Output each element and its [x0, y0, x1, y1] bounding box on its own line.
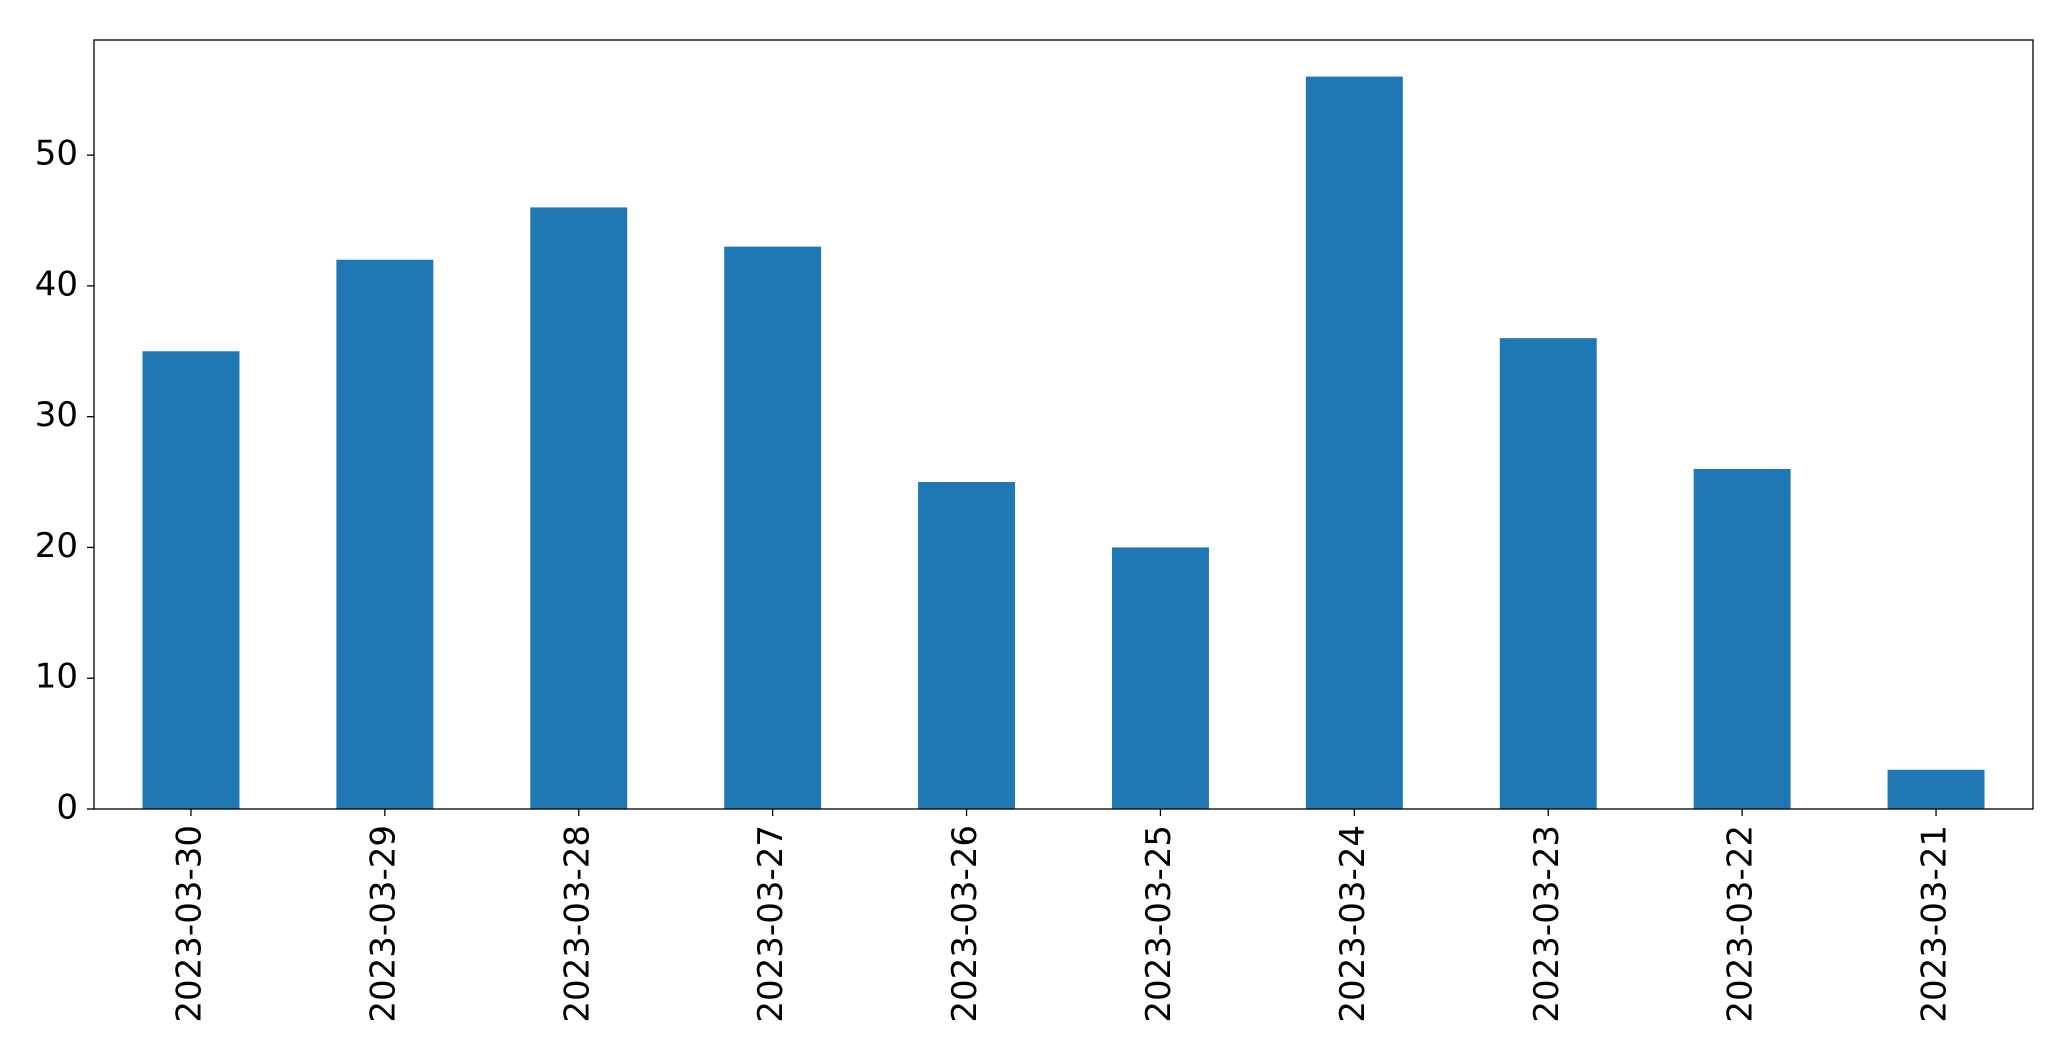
bar — [1305, 76, 1403, 810]
bar — [1887, 769, 1985, 809]
bar — [530, 207, 628, 809]
x-tick-label: 2023-03-25 — [1139, 825, 1179, 1023]
bar — [336, 259, 434, 809]
x-tick-label: 2023-03-23 — [1527, 825, 1567, 1023]
x-tick-label: 2023-03-22 — [1721, 825, 1761, 1023]
bar — [724, 246, 822, 809]
y-tick-label: 30 — [35, 395, 78, 435]
plot-frame — [93, 39, 2034, 810]
bar — [1693, 468, 1791, 809]
y-tick-label: 0 — [56, 788, 78, 828]
bar — [918, 482, 1016, 809]
x-tick-label: 2023-03-21 — [1915, 825, 1955, 1023]
y-tick-label: 20 — [35, 526, 78, 566]
x-tick-label: 2023-03-29 — [363, 825, 403, 1023]
y-tick-label: 40 — [35, 264, 78, 304]
x-tick-label: 2023-03-26 — [945, 825, 985, 1023]
x-tick-label: 2023-03-30 — [169, 825, 209, 1023]
x-tick-label: 2023-03-27 — [751, 825, 791, 1023]
x-tick-label: 2023-03-24 — [1333, 825, 1373, 1023]
bar — [1111, 547, 1209, 809]
y-tick-label: 50 — [35, 134, 78, 174]
bar — [142, 351, 240, 809]
y-tick-label: 10 — [35, 657, 78, 697]
bar — [1499, 338, 1597, 809]
x-tick-label: 2023-03-28 — [557, 825, 597, 1023]
